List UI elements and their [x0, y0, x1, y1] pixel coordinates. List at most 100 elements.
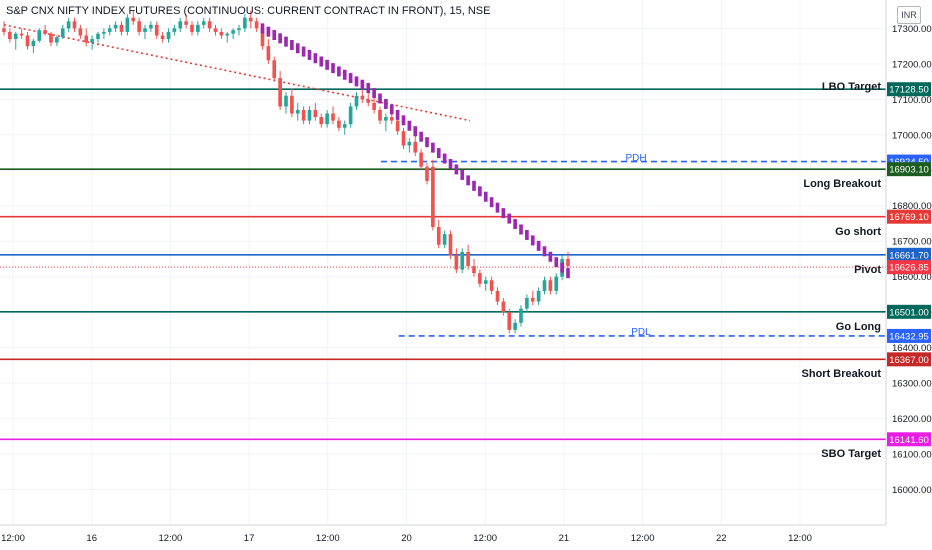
candle-body [448, 234, 453, 256]
price-badge-label: 16432.95 [889, 331, 929, 342]
trend-segment [384, 98, 388, 109]
y-tick-label: 17000.00 [892, 130, 932, 141]
y-tick-label: 16800.00 [892, 201, 932, 212]
candle-body [143, 28, 147, 32]
candle-body [419, 152, 423, 167]
candle-body [125, 17, 130, 32]
price-badge-label: 16903.10 [889, 165, 929, 176]
candle-body [495, 290, 500, 302]
trend-segment [525, 229, 529, 240]
x-tick-label: 12:00 [473, 533, 497, 544]
price-badge-label: 16141.60 [889, 435, 929, 446]
candle-body [554, 276, 559, 291]
price-badge [887, 82, 931, 97]
trend-segment [337, 66, 341, 77]
price-badge [887, 162, 931, 177]
trend-segment [495, 202, 500, 213]
candle-body [37, 30, 42, 41]
candle-body [372, 102, 376, 110]
trend-segment [466, 175, 470, 186]
trend-segment [360, 79, 365, 90]
candle-body [160, 35, 165, 40]
x-tick-label: 12:00 [1, 533, 25, 544]
candle-body [166, 31, 171, 40]
price-badge [887, 432, 931, 447]
candle-body [184, 21, 188, 25]
trend-segment [436, 148, 441, 159]
trend-segment [260, 23, 265, 34]
dotted-trendline-line [3, 24, 471, 122]
trend-segment [295, 43, 300, 54]
candle-body [60, 28, 65, 38]
trend-segment [530, 235, 535, 246]
trend-segment [342, 69, 347, 80]
candle-body [519, 308, 523, 323]
candle-body [348, 106, 353, 125]
label-sbo-target: SBO Target [821, 448, 881, 460]
candle-body [2, 28, 6, 32]
candle-body [360, 95, 365, 100]
trend-segment [483, 191, 488, 202]
candle-body [489, 280, 494, 291]
candle-body [13, 33, 18, 40]
price-badge-label: 16501.00 [889, 307, 929, 318]
trend-segment [284, 36, 288, 47]
label-pivot: Pivot [854, 264, 881, 276]
candle-body [542, 280, 547, 291]
candle-body [172, 28, 177, 32]
price-badge-label: 17128.50 [889, 85, 929, 96]
candle-body [219, 31, 224, 36]
candle-body [325, 113, 329, 125]
candle-body [436, 227, 441, 245]
candle-body [31, 40, 36, 47]
label-long-breakout: Long Breakout [803, 178, 881, 190]
candle-body [548, 280, 553, 291]
label-short-breakout: Short Breakout [802, 368, 882, 380]
candle-body [72, 21, 77, 29]
trend-segment [395, 109, 400, 120]
time-axis[interactable]: 12:00 16 12:00 17 12:00 20 12:00 21 12:00 22 12:00 [1, 533, 812, 544]
candle-body [384, 117, 388, 121]
trend-segment [290, 39, 294, 50]
candle-body [354, 95, 359, 107]
trend-segment [413, 126, 418, 137]
candle-body [442, 234, 447, 245]
candle-body [55, 37, 59, 43]
trend-segment [554, 257, 559, 268]
trend-segment [478, 186, 482, 197]
candle-body [366, 99, 371, 103]
price-badge [887, 352, 931, 367]
trend-segment [431, 142, 435, 153]
x-tick-label: 17 [244, 533, 255, 544]
price-axis-badges: 17128.5016924.5016903.1016769.1016661.70… [887, 82, 931, 447]
y-tick-label: 16100.00 [892, 450, 932, 461]
price-badge [887, 247, 931, 262]
label-go-long: Go Long [836, 321, 881, 333]
candles [2, 10, 570, 334]
trend-segment [366, 83, 371, 94]
trend-segment [319, 56, 324, 67]
candle-body [260, 28, 265, 47]
candle-body [290, 95, 294, 114]
candle-body [84, 35, 89, 43]
candle-body [284, 95, 288, 107]
price-badge-label: 16661.70 [889, 250, 929, 261]
trend-segment [389, 104, 394, 115]
candle-body [454, 255, 459, 270]
candle-body [295, 109, 300, 114]
currency-badge[interactable]: INR [897, 6, 921, 24]
candle-body [254, 21, 259, 29]
candle-body [331, 113, 335, 121]
y-tick-label: 17300.00 [892, 24, 932, 35]
x-tick-label: 12:00 [316, 533, 340, 544]
x-tick-label: 16 [86, 533, 97, 544]
x-tick-label: 21 [559, 533, 570, 544]
candle-body [337, 120, 341, 128]
candle-body [96, 33, 100, 40]
candle-body [530, 297, 535, 302]
candle-body [107, 28, 112, 32]
chart-title: S&P CNX NIFTY INDEX FUTURES (CONTINUOUS:… [6, 5, 491, 17]
y-tick-label: 16700.00 [892, 237, 932, 248]
trend-segment [513, 219, 517, 230]
